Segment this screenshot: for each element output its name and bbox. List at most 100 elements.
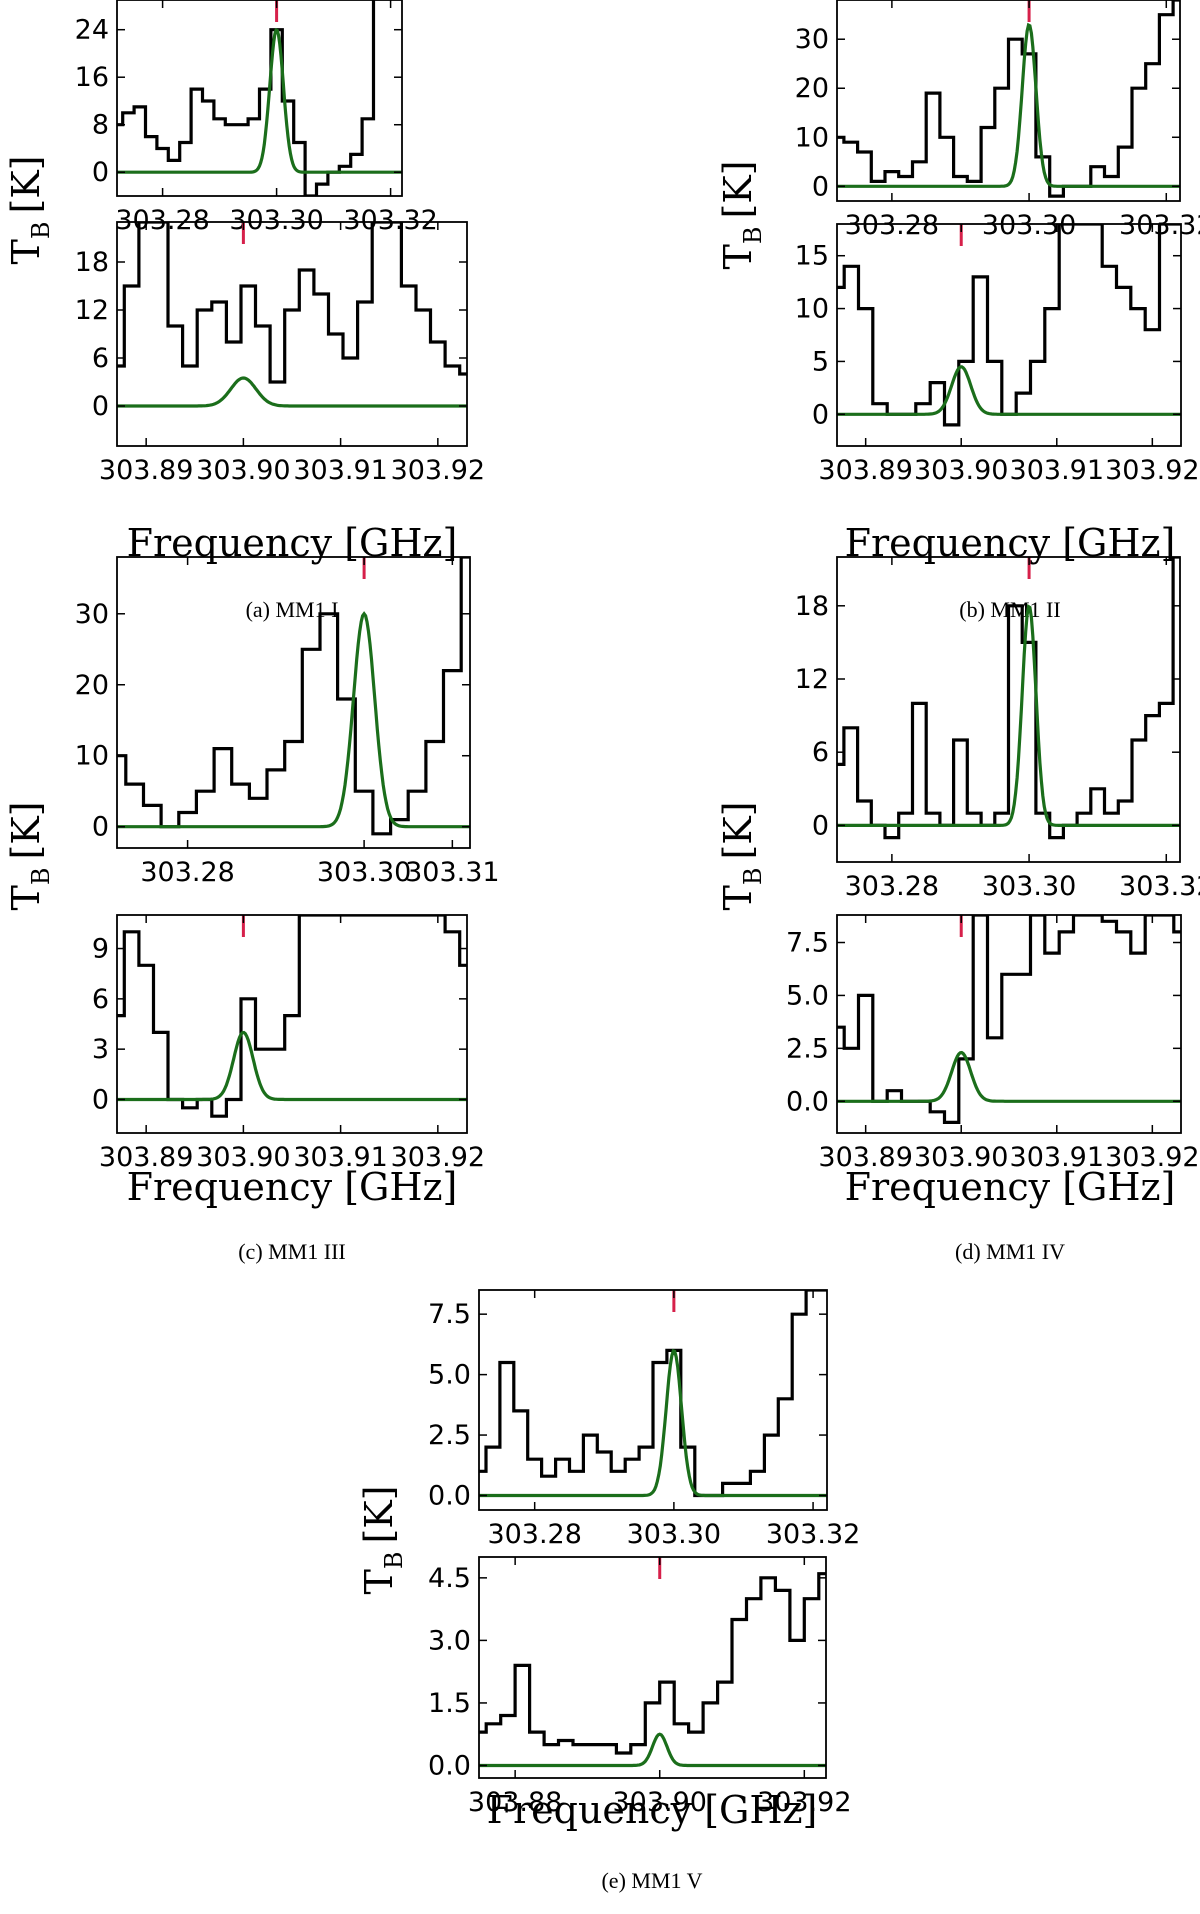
x-tick-label: 303.28	[845, 210, 939, 241]
x-tick-label: 303.91	[1010, 1142, 1104, 1173]
y-tick-label: 6	[92, 984, 109, 1015]
x-tick-label: 303.92	[1105, 455, 1199, 486]
x-tick-label: 303.28	[845, 871, 939, 902]
x-tick-label: 303.92	[391, 455, 485, 486]
x-axis-label: Frequency [GHz]	[845, 1165, 1176, 1209]
subplot-d-bottom: 0.0 2.5 5.0 7.5 303.89 303.90 303.91 303.92	[786, 914, 1200, 1173]
y-tick-label: 20	[75, 670, 109, 701]
axes-frame	[836, 0, 1181, 202]
plot-area	[479, 1290, 827, 1498]
y-tick-label: 30	[75, 599, 109, 630]
y-tick-label: 0.0	[428, 1480, 471, 1511]
x-tick-label: 303.89	[818, 1142, 912, 1173]
x-tick-label: 303.32	[1119, 871, 1200, 902]
x-axis-label: Frequency [GHz]	[127, 1165, 458, 1209]
y-tick-label: 10	[795, 122, 829, 153]
x-tick-label: 303.90	[612, 1787, 706, 1818]
axes-frame	[116, 0, 403, 197]
y-tick-label: 2.5	[786, 1033, 829, 1064]
observed-spectrum-line	[117, 222, 467, 384]
y-tick-label: 5	[812, 346, 829, 377]
x-tick-label: 303.92	[1105, 1142, 1199, 1173]
x-tick-label: 303.92	[391, 1142, 485, 1173]
model-fit-line	[837, 365, 1181, 416]
y-axis-label: TB[K]	[357, 1485, 408, 1594]
x-tick-label: 303.30	[229, 205, 323, 236]
x-tick-label: 303.30	[317, 857, 411, 888]
plot-area	[117, 0, 402, 196]
plot-area	[837, 224, 1181, 427]
x-tick-label: 303.89	[99, 455, 193, 486]
model-fit-line	[837, 22, 1180, 188]
x-tick-label: 303.91	[293, 1142, 387, 1173]
plot-area	[117, 557, 470, 836]
x-tick-label: 303.30	[627, 1519, 721, 1550]
x-tick-label: 303.90	[914, 455, 1008, 486]
x-tick-label: 303.89	[99, 1142, 193, 1173]
subplot-d-top: 0 6 12 18 303.28 303.30 303.32	[795, 556, 1200, 902]
y-tick-label: 0	[812, 810, 829, 841]
axes-frame	[116, 914, 468, 1134]
y-tick-label: 1.5	[428, 1688, 471, 1719]
axes-frame	[116, 556, 471, 849]
y-tick-label: 0	[92, 812, 109, 843]
x-axis-label: Frequency [GHz]	[127, 521, 458, 565]
y-tick-label: 10	[75, 741, 109, 772]
x-tick-label: 303.92	[757, 1787, 851, 1818]
x-tick-label: 303.28	[115, 205, 209, 236]
x-tick-label: 303.91	[293, 455, 387, 486]
x-tick-label: 303.28	[487, 1519, 581, 1550]
y-tick-label: 6	[812, 737, 829, 768]
model-fit-line	[479, 1348, 827, 1498]
y-tick-label: 24	[75, 15, 109, 46]
x-tick-label: 303.90	[196, 455, 290, 486]
subplot-b-bottom: 0 5 10 15 303.89 303.90 303.91 303.92	[795, 223, 1200, 486]
y-axis-label: TB[K]	[716, 801, 767, 910]
y-tick-label: 2.5	[428, 1420, 471, 1451]
panel-caption: (e) MM1 V	[601, 1868, 702, 1893]
y-tick-label: 0	[812, 399, 829, 430]
x-tick-label: 303.90	[914, 1142, 1008, 1173]
x-tick-label: 303.89	[818, 455, 912, 486]
axes-frame	[116, 221, 468, 447]
y-tick-label: 18	[75, 247, 109, 278]
y-tick-label: 0	[812, 171, 829, 202]
plot-area	[837, 0, 1180, 198]
plot-area	[837, 557, 1180, 840]
y-tick-label: 30	[795, 24, 829, 55]
y-tick-label: 7.5	[786, 928, 829, 959]
model-fit-line	[117, 376, 467, 408]
subplot-a-top: 0 8 16 24 303.28 303.30 303.32	[75, 0, 438, 236]
model-fit-line	[479, 1732, 826, 1768]
y-tick-label: 0.0	[428, 1750, 471, 1781]
model-fit-line	[837, 1050, 1181, 1103]
y-tick-label: 0.0	[786, 1086, 829, 1117]
subplot-e-top: 0.0 2.5 5.0 7.5 303.28 303.30 303.32	[428, 1289, 860, 1550]
x-axis-label: Frequency [GHz]	[487, 1788, 818, 1832]
model-fit-line	[117, 27, 402, 174]
model-fit-line	[117, 611, 470, 829]
axes-frame	[836, 914, 1182, 1134]
axes-frame	[478, 1556, 827, 1779]
observed-spectrum-line	[837, 915, 1181, 1124]
x-tick-label: 303.30	[982, 871, 1076, 902]
y-tick-label: 18	[795, 591, 829, 622]
x-tick-label: 303.28	[140, 857, 234, 888]
observed-spectrum-line	[837, 0, 1180, 198]
axes-frame	[836, 223, 1182, 447]
panel-caption: (d) MM1 IV	[955, 1239, 1065, 1264]
x-tick-label: 303.32	[343, 205, 437, 236]
subplot-e-bottom: 0.0 1.5 3.0 4.5 303.88 303.90 303.92	[428, 1556, 852, 1818]
model-fit-line	[837, 603, 1180, 827]
plot-area	[837, 915, 1181, 1124]
observed-spectrum-line	[117, 0, 376, 196]
model-fit-line	[117, 1030, 467, 1102]
panel-caption: (c) MM1 III	[238, 1239, 346, 1264]
axes-frame	[836, 556, 1181, 863]
x-tick-label: 303.32	[766, 1519, 860, 1550]
x-tick-label: 303.88	[468, 1787, 562, 1818]
y-tick-label: 7.5	[428, 1299, 471, 1330]
observed-spectrum-line	[837, 557, 1180, 840]
y-tick-label: 12	[75, 295, 109, 326]
